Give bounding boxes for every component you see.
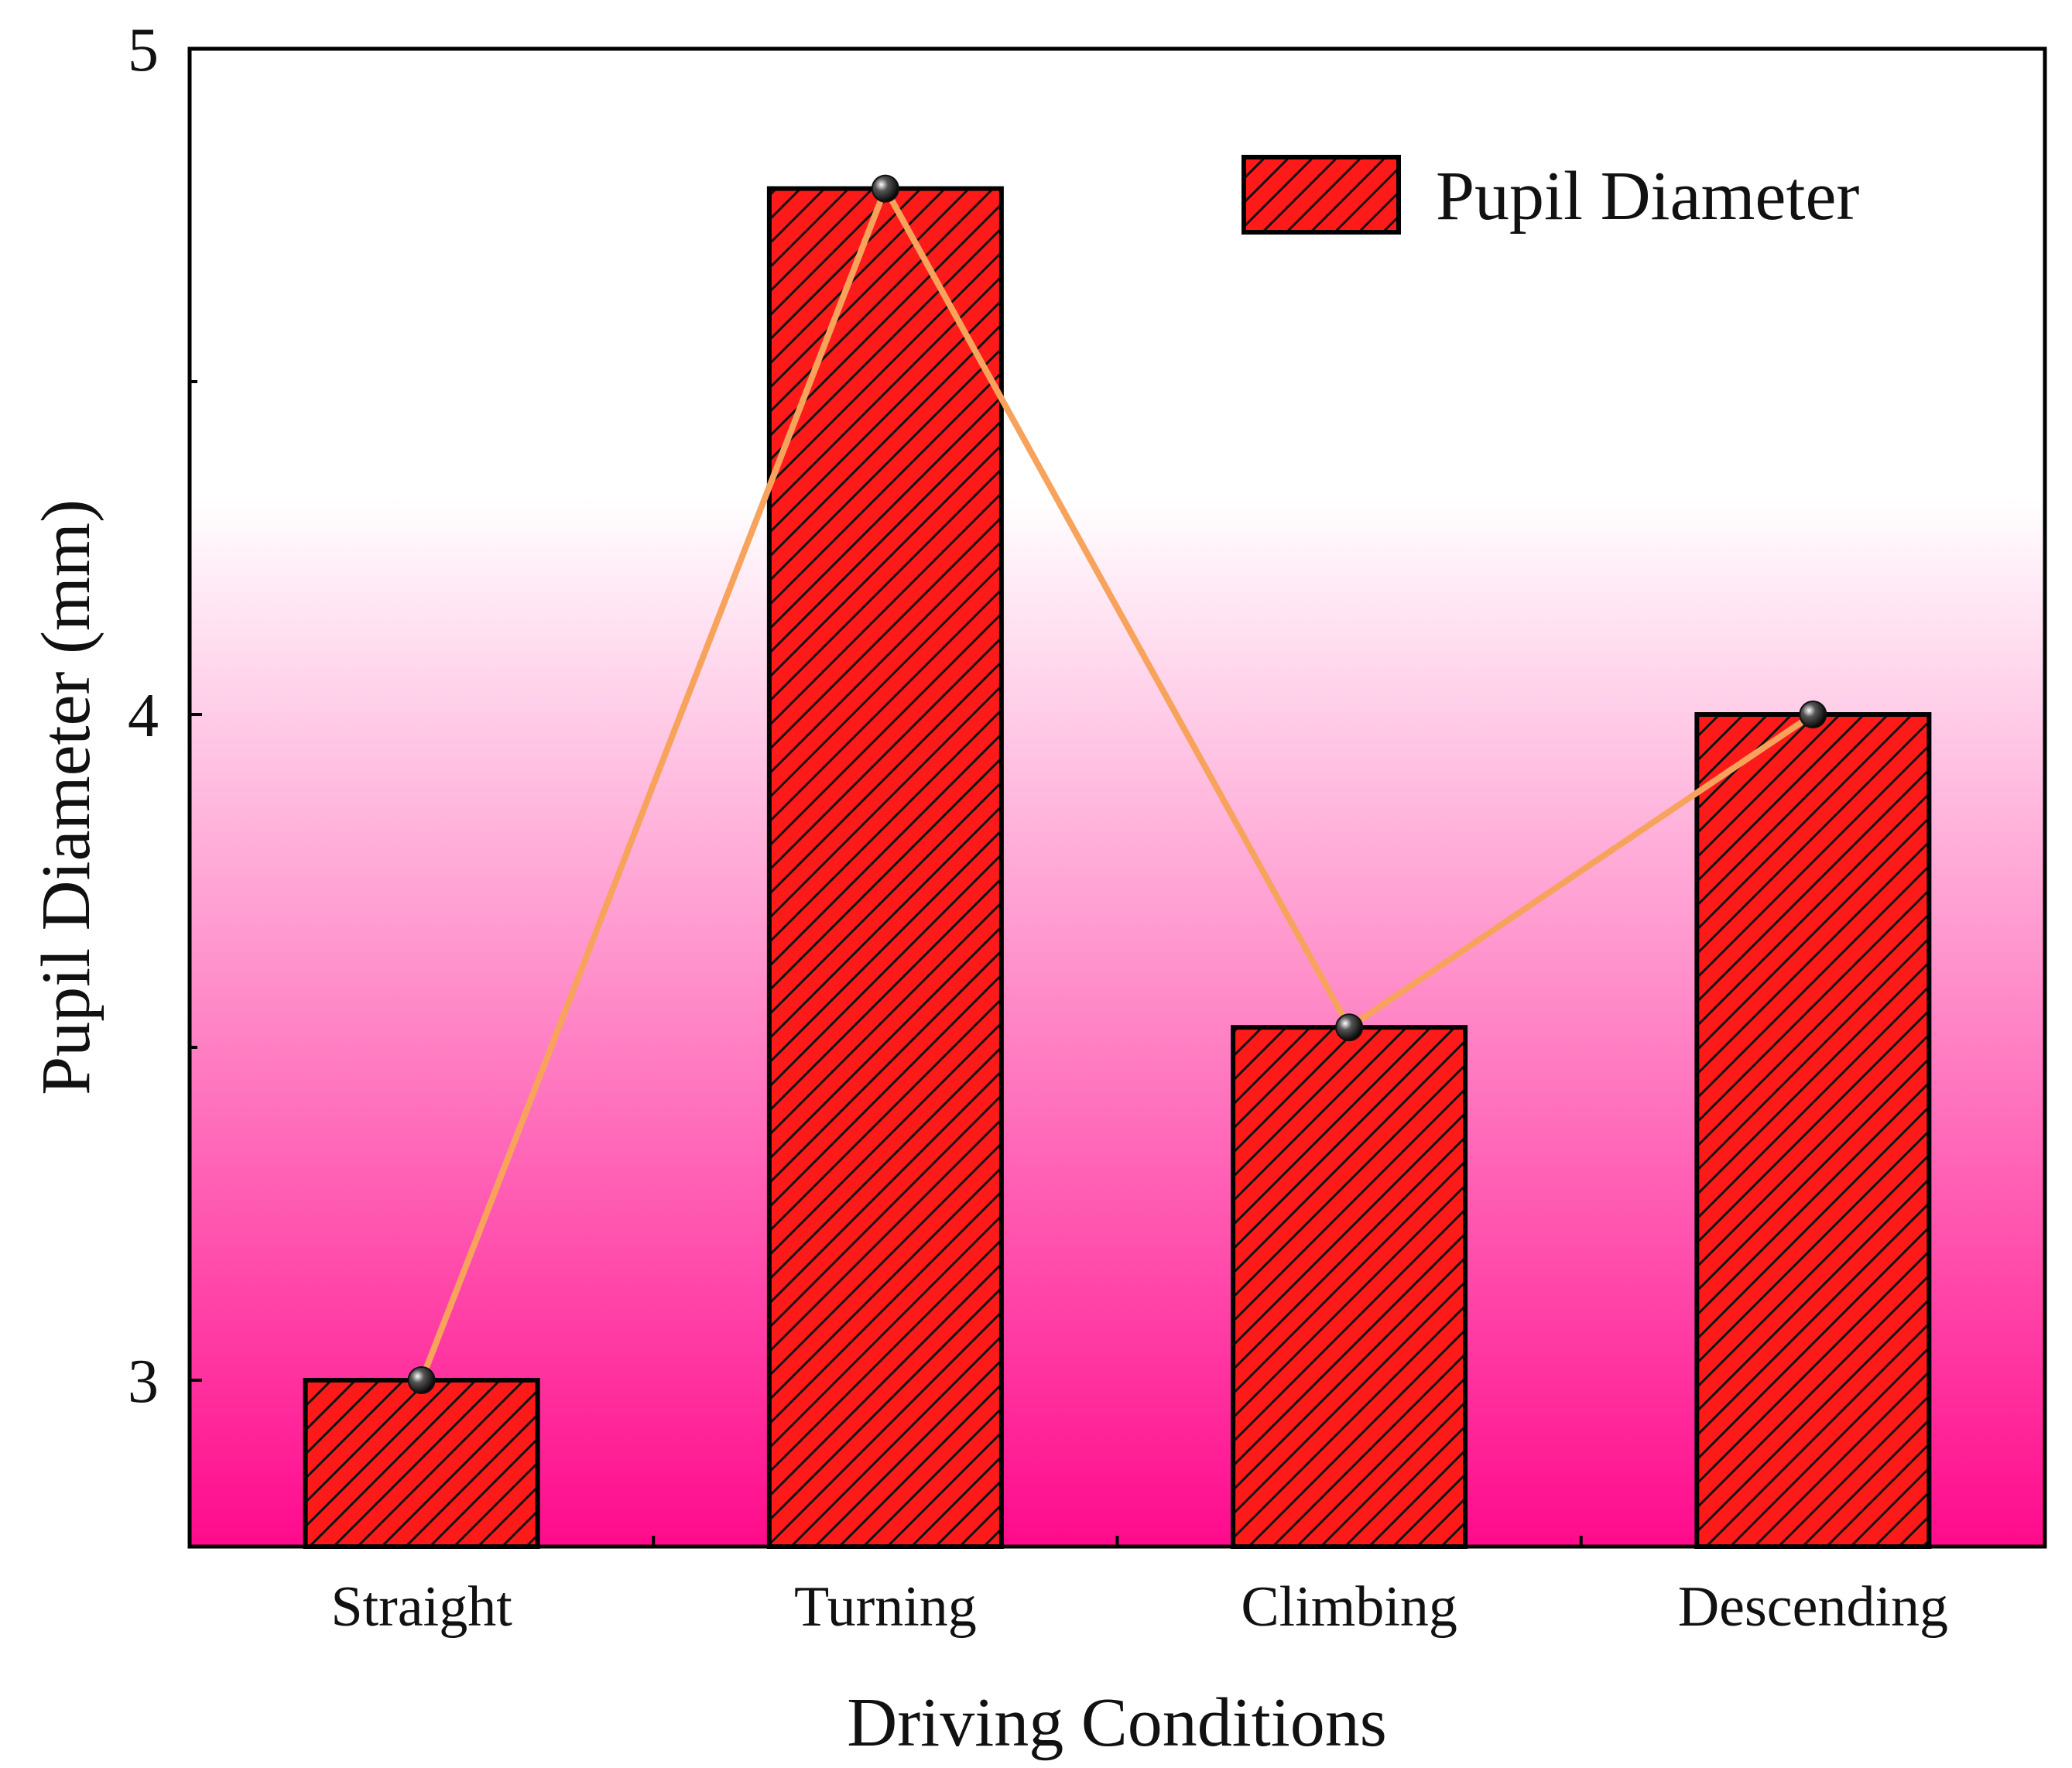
y-tick-label: 3 [128,1348,159,1416]
point-marker-straight [407,1366,436,1394]
legend-label: Pupil Diameter [1436,158,1859,235]
y-tick-label: 4 [128,682,159,750]
point-marker-climbing [1335,1013,1364,1042]
trend-line [418,185,1815,1382]
x-axis-label: Driving Conditions [847,1684,1387,1761]
legend-swatch [1241,155,1401,235]
x-tick-label-straight: Straight [330,1575,512,1639]
x-tick-label-descending: Descending [1678,1575,1948,1639]
y-axis-label: Pupil Diameter (mm) [28,499,104,1095]
point-marker-turning [871,174,899,203]
x-tick-label-turning: Turning [794,1575,977,1639]
bar-descending [1694,712,1932,1549]
bar-turning [766,186,1004,1550]
bar-climbing [1231,1025,1468,1549]
legend: Pupil Diameter [1241,155,1859,235]
x-tick-label-climbing: Climbing [1241,1575,1457,1639]
bar-straight [303,1378,540,1549]
y-tick-label: 5 [128,16,159,84]
point-marker-descending [1799,701,1827,728]
